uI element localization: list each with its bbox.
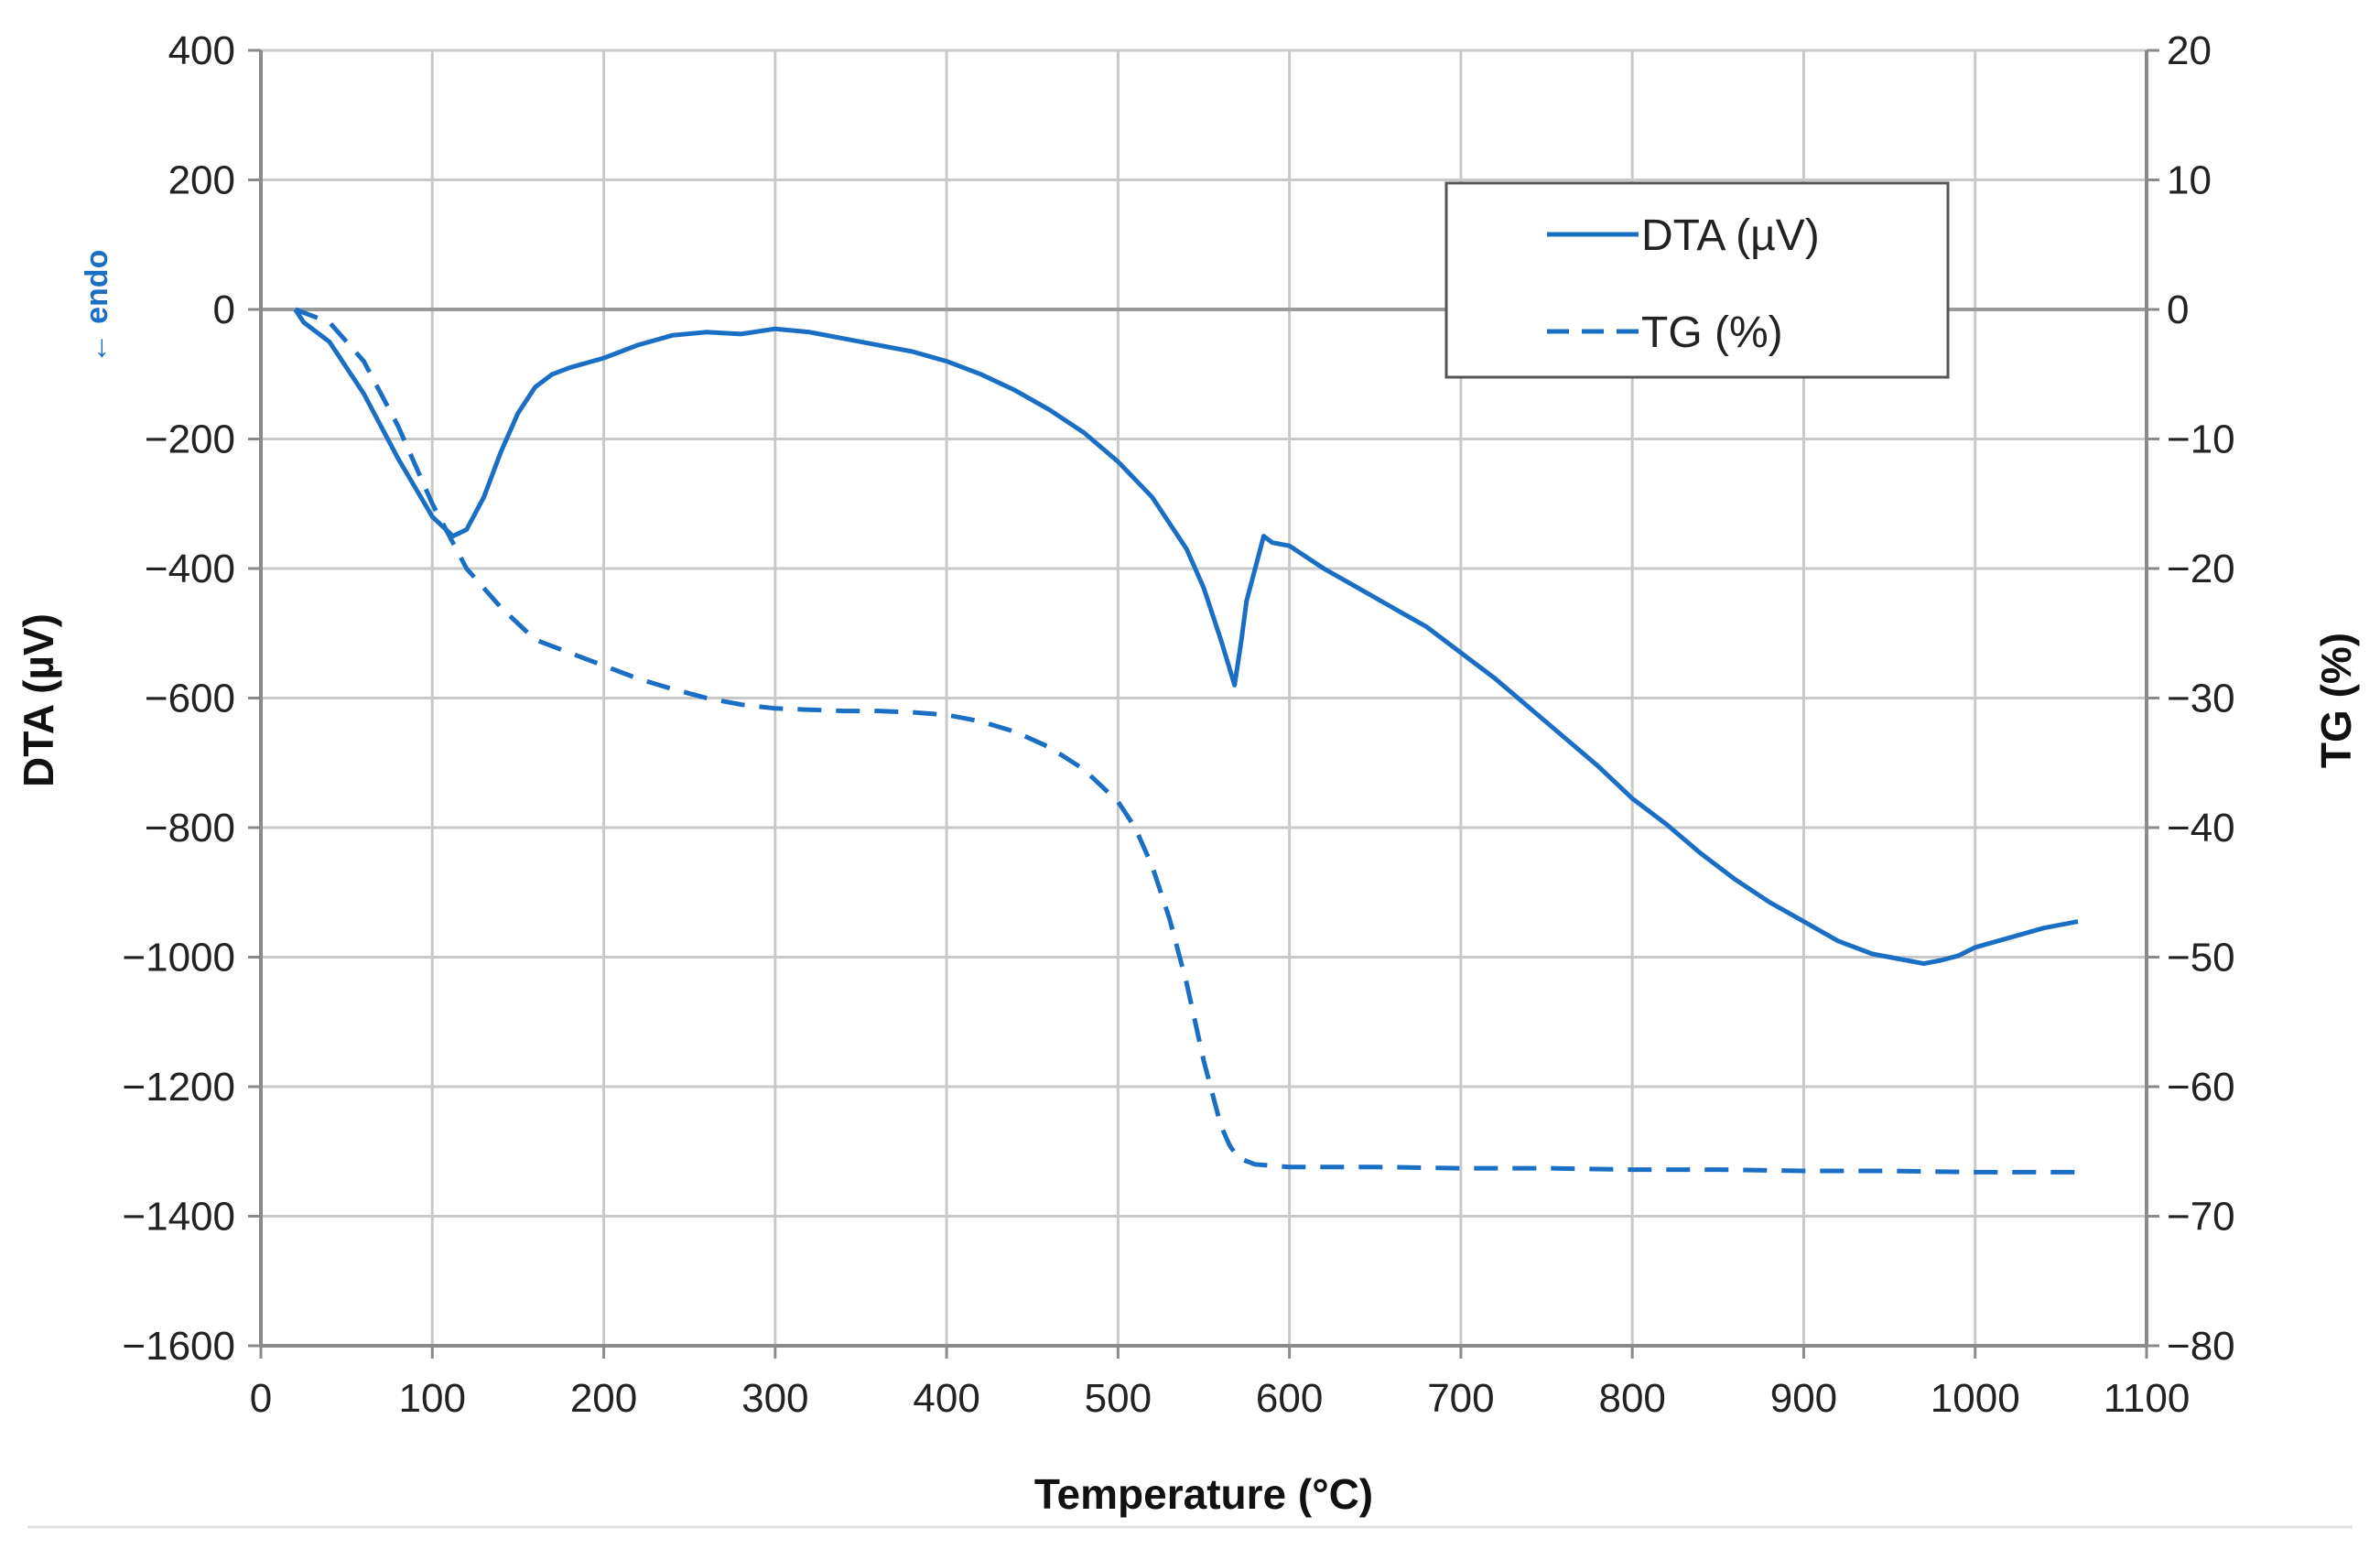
y-left-tick-label-4: −400 [145,547,235,591]
x-tick-label-2: 200 [570,1376,637,1421]
x-tick-label-6: 600 [1256,1376,1323,1421]
endo-annotation: ← endo [80,250,114,364]
y-right-tick-label-0: 20 [2167,28,2212,73]
series-line-dta [293,308,2079,967]
axes-layer [248,49,2159,1359]
x-tick-label-4: 400 [913,1376,979,1421]
y-right-tick-label-3: −10 [2167,417,2235,462]
legend-box [1444,181,1950,379]
y-left-tick-label-10: −1600 [122,1324,235,1369]
y-right-tick-label-4: −20 [2167,547,2235,591]
x-tick-label-8: 800 [1598,1376,1665,1421]
y-right-tick-label-5: −30 [2167,677,2235,721]
x-tick-label-0: 0 [250,1376,272,1421]
y-left-tick-label-1: 200 [168,158,235,203]
tick-labels: 0 100 200 300 400 500 600 700 800 900 1000 11004002… [122,28,2234,1421]
series-line-tg [294,307,2079,1175]
y-left-tick-label-0: 400 [168,28,235,73]
legend: DTA (µV) TG (%) [1444,181,1950,379]
x-tick-label-1: 100 [399,1376,466,1421]
y-right-tick-label-8: −60 [2167,1065,2235,1110]
legend-label-tg: TG (%) [1641,309,1783,357]
y-right-tick-label-7: −50 [2167,936,2235,980]
x-tick-label-7: 700 [1427,1376,1494,1421]
y-left-tick-label-2: 0 [213,287,235,332]
x-tick-label-5: 500 [1085,1376,1152,1421]
x-tick-label-3: 300 [741,1376,808,1421]
x-tick-label-10: 1000 [1931,1376,2020,1421]
y-left-tick-label-8: −1200 [122,1065,235,1110]
legend-label-dta: DTA (µV) [1641,211,1820,260]
x-axis-title: Temperature (°C) [1034,1470,1373,1518]
x-tick-label-9: 900 [1770,1376,1837,1421]
x-tick-label-11: 1100 [2104,1376,2191,1421]
y-right-tick-label-9: −70 [2167,1195,2235,1240]
y-right-tick-label-2: 0 [2167,287,2189,332]
series-layer [293,307,2079,1175]
y-right-tick-label-6: −40 [2167,806,2235,850]
y-left-tick-label-7: −1000 [122,936,235,980]
y-left-tick-label-3: −200 [145,417,235,462]
y-left-tick-label-6: −800 [145,806,235,850]
y-axis-left-title: DTA (µV) [15,613,62,787]
y-right-tick-label-1: 10 [2167,158,2212,203]
y-axis-right-title: TG (%) [2312,633,2360,768]
y-left-tick-label-9: −1400 [122,1195,235,1240]
y-left-tick-label-5: −600 [145,677,235,721]
y-right-tick-label-10: −80 [2167,1324,2235,1369]
